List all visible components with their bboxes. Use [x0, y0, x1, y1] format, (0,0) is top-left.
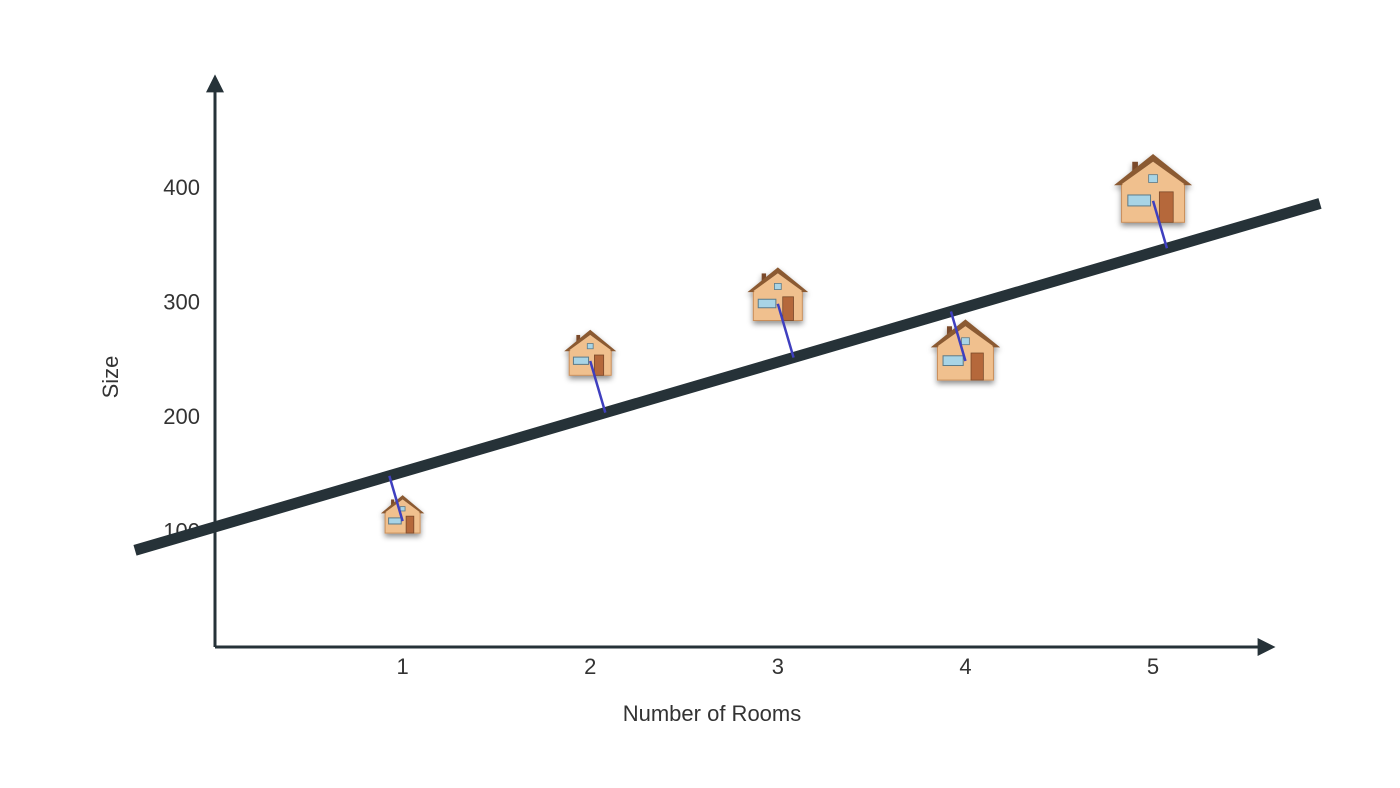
door	[782, 296, 794, 321]
residual-line	[589, 360, 607, 413]
x-tick-label: 2	[584, 654, 596, 679]
door	[594, 354, 605, 376]
window	[388, 517, 402, 525]
roof	[930, 319, 1001, 348]
fit-line	[133, 198, 1322, 556]
gable	[569, 334, 612, 351]
residual-line	[388, 475, 404, 522]
x-tick-label: 5	[1147, 654, 1159, 679]
x-axis-title: Number of Rooms	[623, 701, 802, 726]
residual-line	[1151, 200, 1169, 249]
gable	[753, 273, 803, 292]
residual-line	[776, 303, 795, 358]
attic-window	[586, 343, 594, 350]
house-point	[930, 319, 1001, 381]
gable	[1121, 161, 1185, 185]
window	[1127, 194, 1152, 207]
y-tick-label: 200	[163, 404, 200, 429]
roof	[380, 495, 425, 514]
y-tick-label: 300	[163, 290, 200, 315]
door	[1158, 191, 1174, 223]
house-point	[747, 267, 809, 322]
roof	[1113, 153, 1193, 186]
y-axis-title: Size	[98, 356, 123, 399]
roof	[564, 329, 617, 352]
window	[942, 355, 964, 367]
roof	[747, 267, 809, 293]
door	[970, 352, 984, 381]
house-point	[564, 329, 617, 376]
window	[572, 356, 590, 365]
x-tick-label: 1	[396, 654, 408, 679]
house-point	[380, 495, 425, 534]
gable	[385, 499, 421, 513]
attic-window	[774, 283, 782, 290]
gable	[937, 326, 994, 347]
window	[757, 298, 777, 309]
attic-window	[961, 337, 970, 346]
house-point	[1113, 153, 1193, 223]
y-tick-label: 400	[163, 175, 200, 200]
attic-window	[1148, 174, 1158, 183]
door	[405, 515, 415, 534]
x-tick-label: 3	[772, 654, 784, 679]
attic-window	[399, 506, 406, 512]
x-tick-label: 4	[959, 654, 971, 679]
residual-line	[949, 311, 967, 362]
